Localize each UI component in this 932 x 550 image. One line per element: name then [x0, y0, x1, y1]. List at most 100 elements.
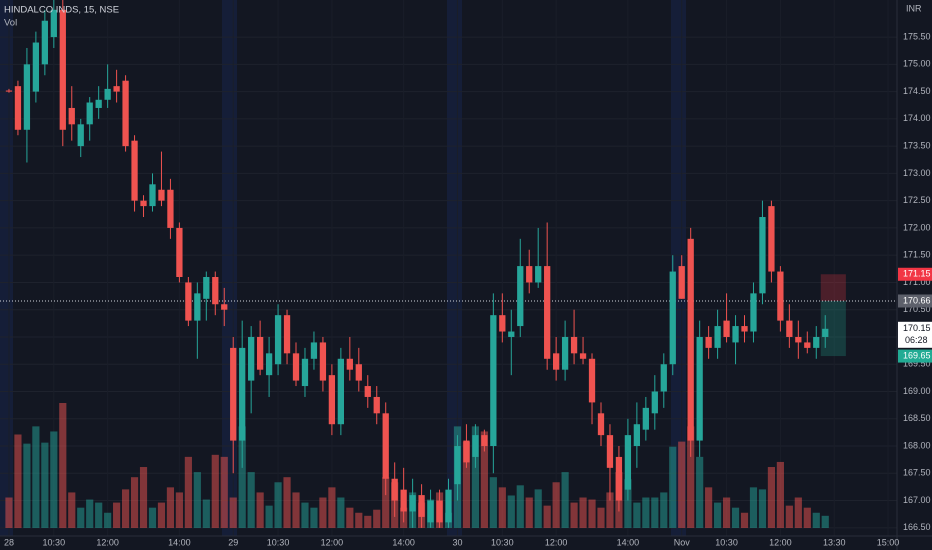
volume-bar	[274, 482, 282, 528]
candle-body	[561, 336, 569, 370]
candle-body	[203, 276, 210, 299]
volume-bar	[5, 497, 13, 528]
countdown-label: 06:28	[905, 335, 928, 345]
x-tick-label: 12:00	[96, 537, 119, 547]
volume-bar	[265, 505, 273, 528]
candle-body	[786, 320, 793, 337]
candle-body	[239, 347, 246, 441]
x-tick-label: 10:30	[267, 537, 290, 547]
volume-bar	[139, 467, 148, 528]
volume-bar	[722, 497, 731, 528]
volume-bar	[561, 472, 569, 528]
volume-bar	[121, 489, 130, 528]
candle-body	[5, 90, 13, 92]
candle-body	[113, 86, 120, 92]
volume-bar	[597, 507, 605, 528]
candle-body	[50, 9, 57, 38]
current-price-label: 170.15	[903, 323, 931, 333]
volume-bar	[292, 492, 300, 528]
x-tick-label: 10:30	[715, 537, 738, 547]
candle-body	[687, 238, 694, 441]
candle-body	[508, 331, 515, 337]
volume-bar	[633, 502, 641, 528]
candle-body	[669, 271, 676, 365]
volume-bar	[588, 499, 596, 528]
volume-bar	[669, 446, 677, 528]
volume-bar	[256, 492, 264, 528]
candle-body	[517, 266, 524, 327]
candle-body	[445, 489, 452, 523]
volume-bar	[184, 456, 192, 528]
candle-body	[597, 413, 605, 436]
candle-body	[553, 353, 560, 370]
candle-body	[741, 326, 748, 332]
candle-body	[400, 489, 407, 512]
candle-body	[544, 266, 551, 359]
candle-body	[499, 315, 506, 332]
x-tick-label: 12:00	[769, 537, 792, 547]
session-break	[671, 0, 686, 536]
candle-body	[86, 102, 93, 125]
volume-bar	[157, 502, 166, 528]
volume-bar	[660, 492, 668, 528]
volume-bar	[516, 485, 524, 528]
candle-body	[732, 326, 739, 343]
candle-body	[104, 88, 111, 100]
stop-price-label: 171.15	[903, 269, 931, 279]
volume-bar	[355, 512, 363, 528]
candle-body	[346, 358, 353, 370]
entry-price-label: 170.66	[903, 295, 931, 305]
volume-bar	[86, 499, 94, 528]
candle-body	[301, 358, 309, 387]
volume-bar	[767, 467, 776, 528]
volume-bar	[202, 499, 210, 528]
x-tick-label: 14:00	[168, 537, 191, 547]
volume-bar	[238, 426, 246, 528]
x-tick-label: 10:30	[491, 537, 514, 547]
candle-body	[68, 107, 75, 125]
volume-bar	[283, 477, 291, 528]
candle-body	[454, 446, 461, 485]
volume-bar	[579, 497, 587, 528]
candle-body	[221, 304, 228, 310]
candle-body	[436, 500, 443, 523]
candle-body	[248, 336, 255, 381]
volume-bar	[785, 505, 793, 528]
candle-body	[158, 189, 165, 201]
y-tick-label: 171.50	[903, 250, 931, 260]
x-tick-label: 28	[4, 537, 14, 547]
candle-body	[579, 353, 587, 359]
volume-bar	[678, 441, 686, 528]
volume-bar	[382, 477, 390, 528]
candle-body	[472, 435, 479, 457]
volume-bar	[507, 495, 515, 528]
candle-body	[382, 413, 389, 479]
candle-body	[418, 495, 425, 517]
x-tick-label: Nov	[674, 537, 691, 547]
volume-bar	[229, 497, 237, 528]
x-tick-label: 14:00	[392, 537, 415, 547]
volume-bar	[50, 431, 58, 528]
volume-bar	[552, 482, 560, 528]
volume-bar	[471, 426, 479, 528]
volume-bar	[731, 507, 740, 528]
candle-body	[167, 189, 174, 228]
volume-bar	[642, 497, 650, 528]
candle-body	[77, 124, 84, 147]
volume-bar	[821, 515, 829, 528]
candle-body	[535, 266, 542, 283]
volume-bar	[346, 507, 354, 528]
y-tick-label: 169.50	[903, 359, 931, 369]
candle-body	[678, 266, 685, 299]
candle-body	[310, 342, 318, 359]
volume-bar	[749, 487, 758, 528]
candle-body	[265, 353, 273, 376]
y-tick-label: 169.00	[903, 386, 931, 396]
candle-body	[149, 184, 156, 207]
y-tick-label: 170.50	[903, 304, 931, 314]
candle-body	[463, 440, 470, 463]
candle-body	[176, 227, 183, 277]
y-tick-label: 168.00	[903, 440, 931, 450]
volume-bar	[606, 492, 614, 528]
volume-bar	[113, 502, 121, 528]
